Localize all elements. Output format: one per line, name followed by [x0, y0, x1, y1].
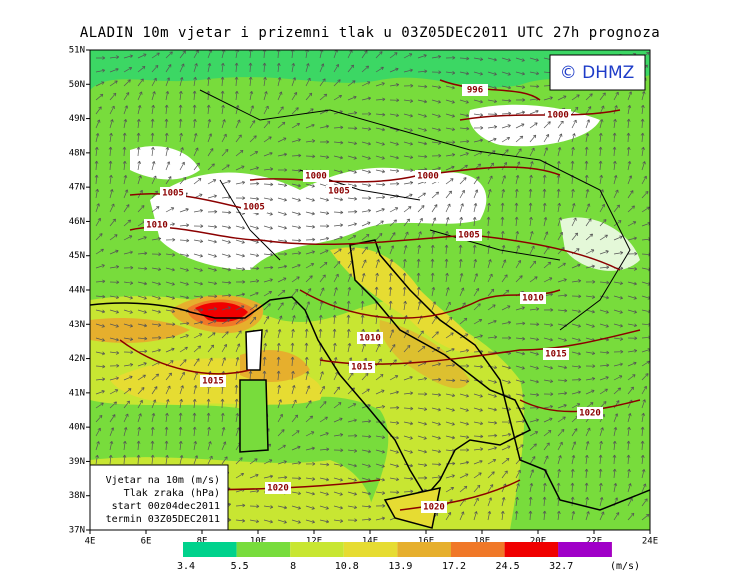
info-line: termin 03Z05DEC2011 [106, 514, 220, 525]
colorbar-box [290, 542, 344, 557]
info-line: Tlak zraka (hPa) [124, 488, 220, 499]
colorbar-box [236, 542, 291, 557]
isobar-label: 1000 [547, 111, 569, 121]
colorbar-box [343, 542, 398, 557]
lat-label: 40N [69, 423, 85, 433]
lon-label: 18E [474, 537, 490, 547]
isobar-label: 1005 [328, 187, 350, 197]
colorbar-label: 13.9 [388, 561, 412, 572]
isobar-label: 1015 [351, 363, 373, 373]
sardinia [239, 379, 269, 453]
colorbar-label: 8 [290, 561, 296, 572]
lat-label: 49N [69, 114, 85, 124]
isobar-label-bg [200, 375, 226, 387]
isobar-label: 1020 [267, 484, 289, 494]
lon-label: 22E [586, 537, 602, 547]
lat-label: 41N [69, 388, 85, 398]
isobar-label-bg [462, 84, 488, 96]
lat-label: 44N [69, 286, 85, 296]
info-line: Vjetar na 10m (m/s) [106, 475, 220, 486]
info-line: start 00z04dec2011 [112, 501, 220, 512]
lon-label: 6E [141, 537, 152, 547]
isobar-label: 1010 [359, 334, 381, 344]
lat-label: 43N [69, 320, 85, 330]
isobar-label-bg [577, 407, 603, 419]
isobar-label-bg [520, 292, 546, 304]
logo: © DHMZ [560, 63, 635, 83]
isobar-label-bg [265, 482, 291, 494]
lat-label: 37N [69, 526, 85, 536]
isobar-label-bg [241, 201, 267, 213]
isobar-label: 1000 [305, 172, 327, 182]
isobar-label-bg [415, 170, 441, 182]
logo-box [549, 54, 646, 91]
isobar-label: 1005 [162, 189, 184, 199]
isobar-label-bg [357, 332, 383, 344]
lon-label: 10E [250, 537, 266, 547]
colorbar-box [183, 542, 237, 557]
isobar-label: 1005 [458, 231, 480, 241]
corsica [245, 329, 263, 371]
isobar-label: 1020 [579, 409, 601, 419]
lat-label: 50N [69, 80, 85, 90]
isobar-label: 1015 [545, 350, 567, 360]
colorbar: 3.4 5.5 8 10.8 13.9 17.2 24.5 32.7 (m/s) [177, 542, 640, 572]
isobar-label-bg [543, 348, 569, 360]
axes: 51N 50N 49N 48N 47N 46N 45N 44N 43N 42N 41N 40N 39N 3… [69, 46, 658, 547]
lat-label: 46N [69, 217, 85, 227]
isobar-label: 1010 [522, 294, 544, 304]
lat-label: 45N [69, 251, 85, 261]
borders [199, 89, 631, 331]
lat-label: 51N [69, 46, 85, 56]
isobar-labels: 9961000100010051000100510051010100510101… [144, 84, 603, 513]
info-box [89, 464, 229, 531]
lat-label: 38N [69, 491, 85, 501]
colorbar-label: 3.4 [177, 561, 195, 572]
isobar-label: 1000 [417, 172, 439, 182]
isobar-label: 1020 [423, 503, 445, 513]
isobar-label-bg [421, 501, 447, 513]
title: ALADIN 10m vjetar i prizemni tlak u 03Z0… [80, 25, 660, 41]
lon-label: 24E [642, 537, 658, 547]
isobar-label: 1015 [202, 377, 224, 387]
colorbar-label: 17.2 [442, 561, 466, 572]
isobar-label: 1010 [146, 221, 168, 231]
isobar-label-bg [545, 109, 571, 121]
map [90, 50, 650, 530]
lon-label: 4E [85, 537, 96, 547]
lat-label: 39N [69, 457, 85, 467]
colorbar-box [504, 542, 559, 557]
lat-label: 48N [69, 148, 85, 158]
isobar-label-bg [303, 170, 329, 182]
colorbar-label: 5.5 [231, 561, 249, 572]
info-text: Vjetar na 10m (m/s) Tlak zraka (hPa) start… [106, 475, 220, 525]
lon-label: 8E [197, 537, 208, 547]
colorbar-label: 24.5 [496, 561, 520, 572]
isobar-label-bg [326, 185, 352, 197]
lon-label: 20E [530, 537, 546, 547]
lon-label: 12E [306, 537, 322, 547]
isobar-label-bg [349, 361, 375, 373]
colorbar-box [558, 542, 612, 557]
isobar-label-bg [456, 229, 482, 241]
colorbar-unit: (m/s) [610, 561, 640, 572]
colorbar-label: 10.8 [335, 561, 359, 572]
isobar-label-bg [144, 219, 170, 231]
colorbar-box [397, 542, 451, 557]
isobar-label-bg [160, 187, 186, 199]
isobar-label: 996 [467, 86, 483, 96]
isobar-label: 1005 [243, 203, 265, 213]
colorbar-box [451, 542, 505, 557]
lon-label: 14E [362, 537, 378, 547]
lon-label: 16E [418, 537, 434, 547]
colorbar-label: 32.7 [549, 561, 573, 572]
lat-label: 42N [69, 354, 85, 364]
lat-label: 47N [69, 183, 85, 193]
